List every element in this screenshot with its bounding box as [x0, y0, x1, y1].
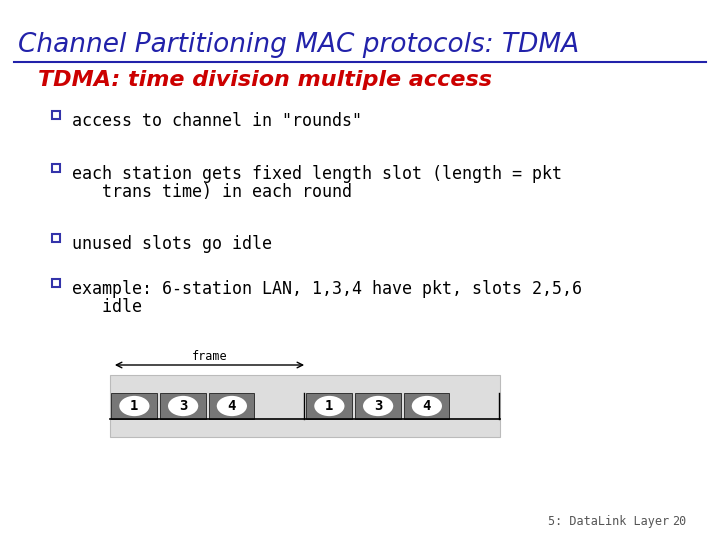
FancyBboxPatch shape: [209, 393, 254, 419]
Text: TDMA: time division multiple access: TDMA: time division multiple access: [38, 70, 492, 90]
FancyBboxPatch shape: [52, 234, 60, 242]
Ellipse shape: [314, 396, 344, 416]
Text: access to channel in "rounds": access to channel in "rounds": [72, 112, 362, 130]
Ellipse shape: [217, 396, 247, 416]
Text: 3: 3: [179, 399, 187, 413]
Ellipse shape: [363, 396, 393, 416]
Text: 5: DataLink Layer: 5: DataLink Layer: [548, 515, 669, 528]
FancyBboxPatch shape: [355, 393, 400, 419]
Text: 1: 1: [325, 399, 333, 413]
FancyBboxPatch shape: [111, 393, 157, 419]
Text: each station gets fixed length slot (length = pkt: each station gets fixed length slot (len…: [72, 165, 562, 183]
Text: frame: frame: [192, 350, 228, 363]
Text: 3: 3: [374, 399, 382, 413]
Text: 4: 4: [228, 399, 236, 413]
Ellipse shape: [412, 396, 442, 416]
Ellipse shape: [168, 396, 198, 416]
FancyBboxPatch shape: [52, 164, 60, 172]
Ellipse shape: [120, 396, 150, 416]
Text: Channel Partitioning MAC protocols: TDMA: Channel Partitioning MAC protocols: TDMA: [18, 32, 579, 58]
Text: 4: 4: [423, 399, 431, 413]
Text: idle: idle: [72, 298, 142, 316]
Text: 20: 20: [672, 515, 686, 528]
Text: unused slots go idle: unused slots go idle: [72, 235, 272, 253]
FancyBboxPatch shape: [403, 393, 449, 419]
FancyBboxPatch shape: [110, 375, 500, 437]
FancyBboxPatch shape: [306, 393, 352, 419]
FancyBboxPatch shape: [52, 279, 60, 287]
Text: trans time) in each round: trans time) in each round: [72, 183, 352, 201]
Text: 1: 1: [130, 399, 138, 413]
FancyBboxPatch shape: [52, 111, 60, 119]
FancyBboxPatch shape: [160, 393, 205, 419]
Text: example: 6-station LAN, 1,3,4 have pkt, slots 2,5,6: example: 6-station LAN, 1,3,4 have pkt, …: [72, 280, 582, 298]
